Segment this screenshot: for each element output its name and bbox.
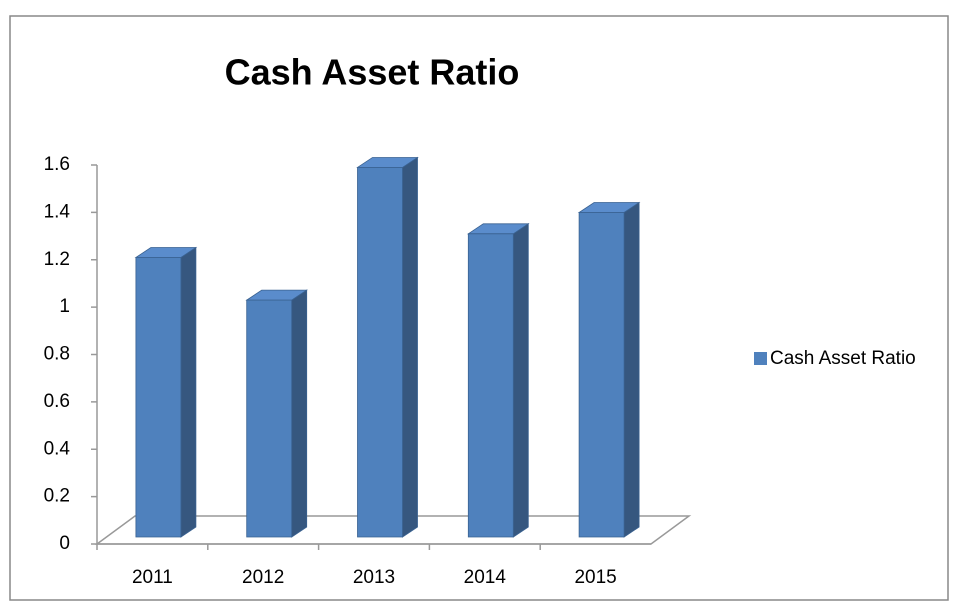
bar-side (291, 289, 308, 538)
bar (356, 156, 419, 538)
bar-side (180, 246, 197, 538)
y-tick-label: 1.6 (44, 154, 70, 175)
y-tick-label: 1 (59, 296, 70, 317)
bar-front (357, 167, 403, 538)
y-tick-label: 1.4 (44, 201, 71, 222)
y-tick-label: 0.8 (44, 344, 70, 365)
bar (245, 289, 309, 538)
bar (466, 223, 530, 538)
legend-label: Cash Asset Ratio (770, 348, 916, 369)
bar-side (402, 156, 418, 538)
bar-front (246, 299, 293, 538)
y-tick-label: 0.4 (44, 438, 71, 459)
bar-side (623, 201, 640, 538)
bar-front (135, 257, 182, 538)
bar (134, 246, 198, 538)
y-tick-label: 0.2 (44, 486, 70, 507)
x-tick-label: 2014 (464, 567, 507, 588)
bar-front (467, 233, 514, 538)
y-tick-label: 0 (59, 533, 70, 554)
x-tick-label: 2011 (132, 567, 173, 588)
x-tick-label: 2013 (353, 567, 395, 588)
bar (577, 201, 641, 538)
y-tick-label: 1.2 (44, 249, 70, 270)
x-tick-label: 2012 (242, 567, 284, 588)
bar-side (512, 223, 529, 538)
x-tick-label: 2015 (574, 567, 616, 588)
y-tick-label: 0.6 (44, 391, 70, 412)
chart-title: Cash Asset Ratio (225, 52, 520, 93)
legend-swatch (754, 352, 767, 365)
bar-front (578, 212, 625, 538)
